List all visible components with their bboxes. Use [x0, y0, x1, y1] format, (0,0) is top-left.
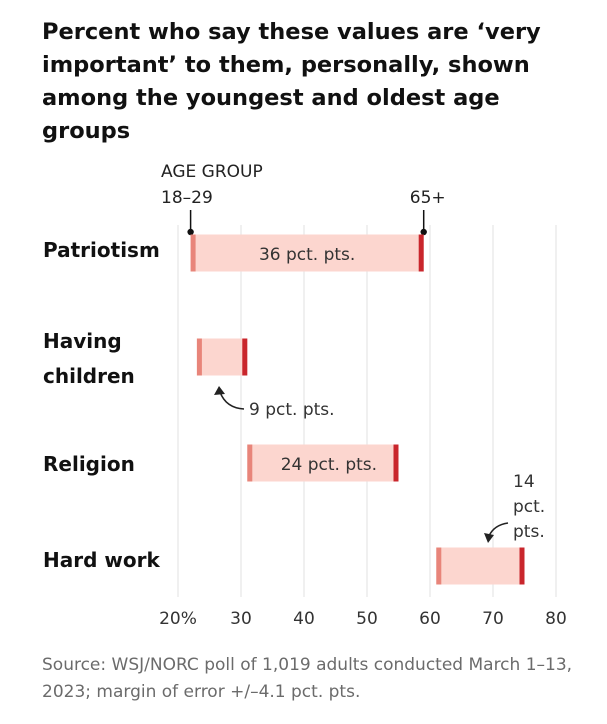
x-tick-label: 30	[230, 609, 252, 629]
x-tick-label: 60	[419, 609, 441, 629]
source-note: Source: WSJ/NORC poll of 1,019 adults co…	[42, 655, 573, 702]
category-label: Hard work	[43, 548, 160, 572]
young-marker	[436, 547, 442, 585]
old-marker	[519, 547, 525, 585]
annotation-arrowhead	[214, 386, 225, 395]
annotation-arrow	[219, 391, 245, 410]
range-bar	[196, 338, 248, 376]
difference-label: pct.	[513, 497, 545, 517]
range-bar	[436, 547, 525, 585]
legend-young-dot	[187, 228, 194, 236]
x-tick-label: 80	[545, 609, 567, 629]
x-tick-label: 70	[482, 609, 504, 629]
category-label: children	[43, 364, 135, 388]
difference-label: pts.	[513, 522, 545, 542]
legend-young-label: 18–29	[161, 188, 213, 208]
x-tick-label: 40	[293, 609, 315, 629]
old-marker	[393, 444, 399, 482]
old-marker	[418, 234, 424, 272]
x-tick-label: 50	[356, 609, 378, 629]
range-bar	[190, 234, 424, 272]
category-label: Patriotism	[43, 238, 160, 262]
category-label: Having	[43, 329, 122, 353]
category-label: Religion	[43, 452, 135, 476]
young-marker	[247, 444, 253, 482]
young-marker	[190, 234, 196, 272]
old-marker	[242, 338, 248, 376]
chart-title: Percent who say these values are ‘very i…	[42, 19, 541, 144]
annotation-arrowhead	[484, 533, 494, 543]
difference-label: 24 pct. pts.	[281, 455, 377, 475]
difference-label: 14	[513, 472, 535, 492]
difference-label: 36 pct. pts.	[259, 245, 355, 265]
legend-header: AGE GROUP	[161, 162, 263, 182]
difference-label: 9 pct. pts.	[249, 400, 335, 420]
range-bar	[247, 444, 399, 482]
young-marker	[196, 338, 202, 376]
legend-old-dot	[420, 228, 427, 236]
legend-old-label: 65+	[410, 188, 446, 208]
x-tick-label: 20%	[159, 609, 197, 629]
annotation-arrow	[488, 522, 509, 537]
